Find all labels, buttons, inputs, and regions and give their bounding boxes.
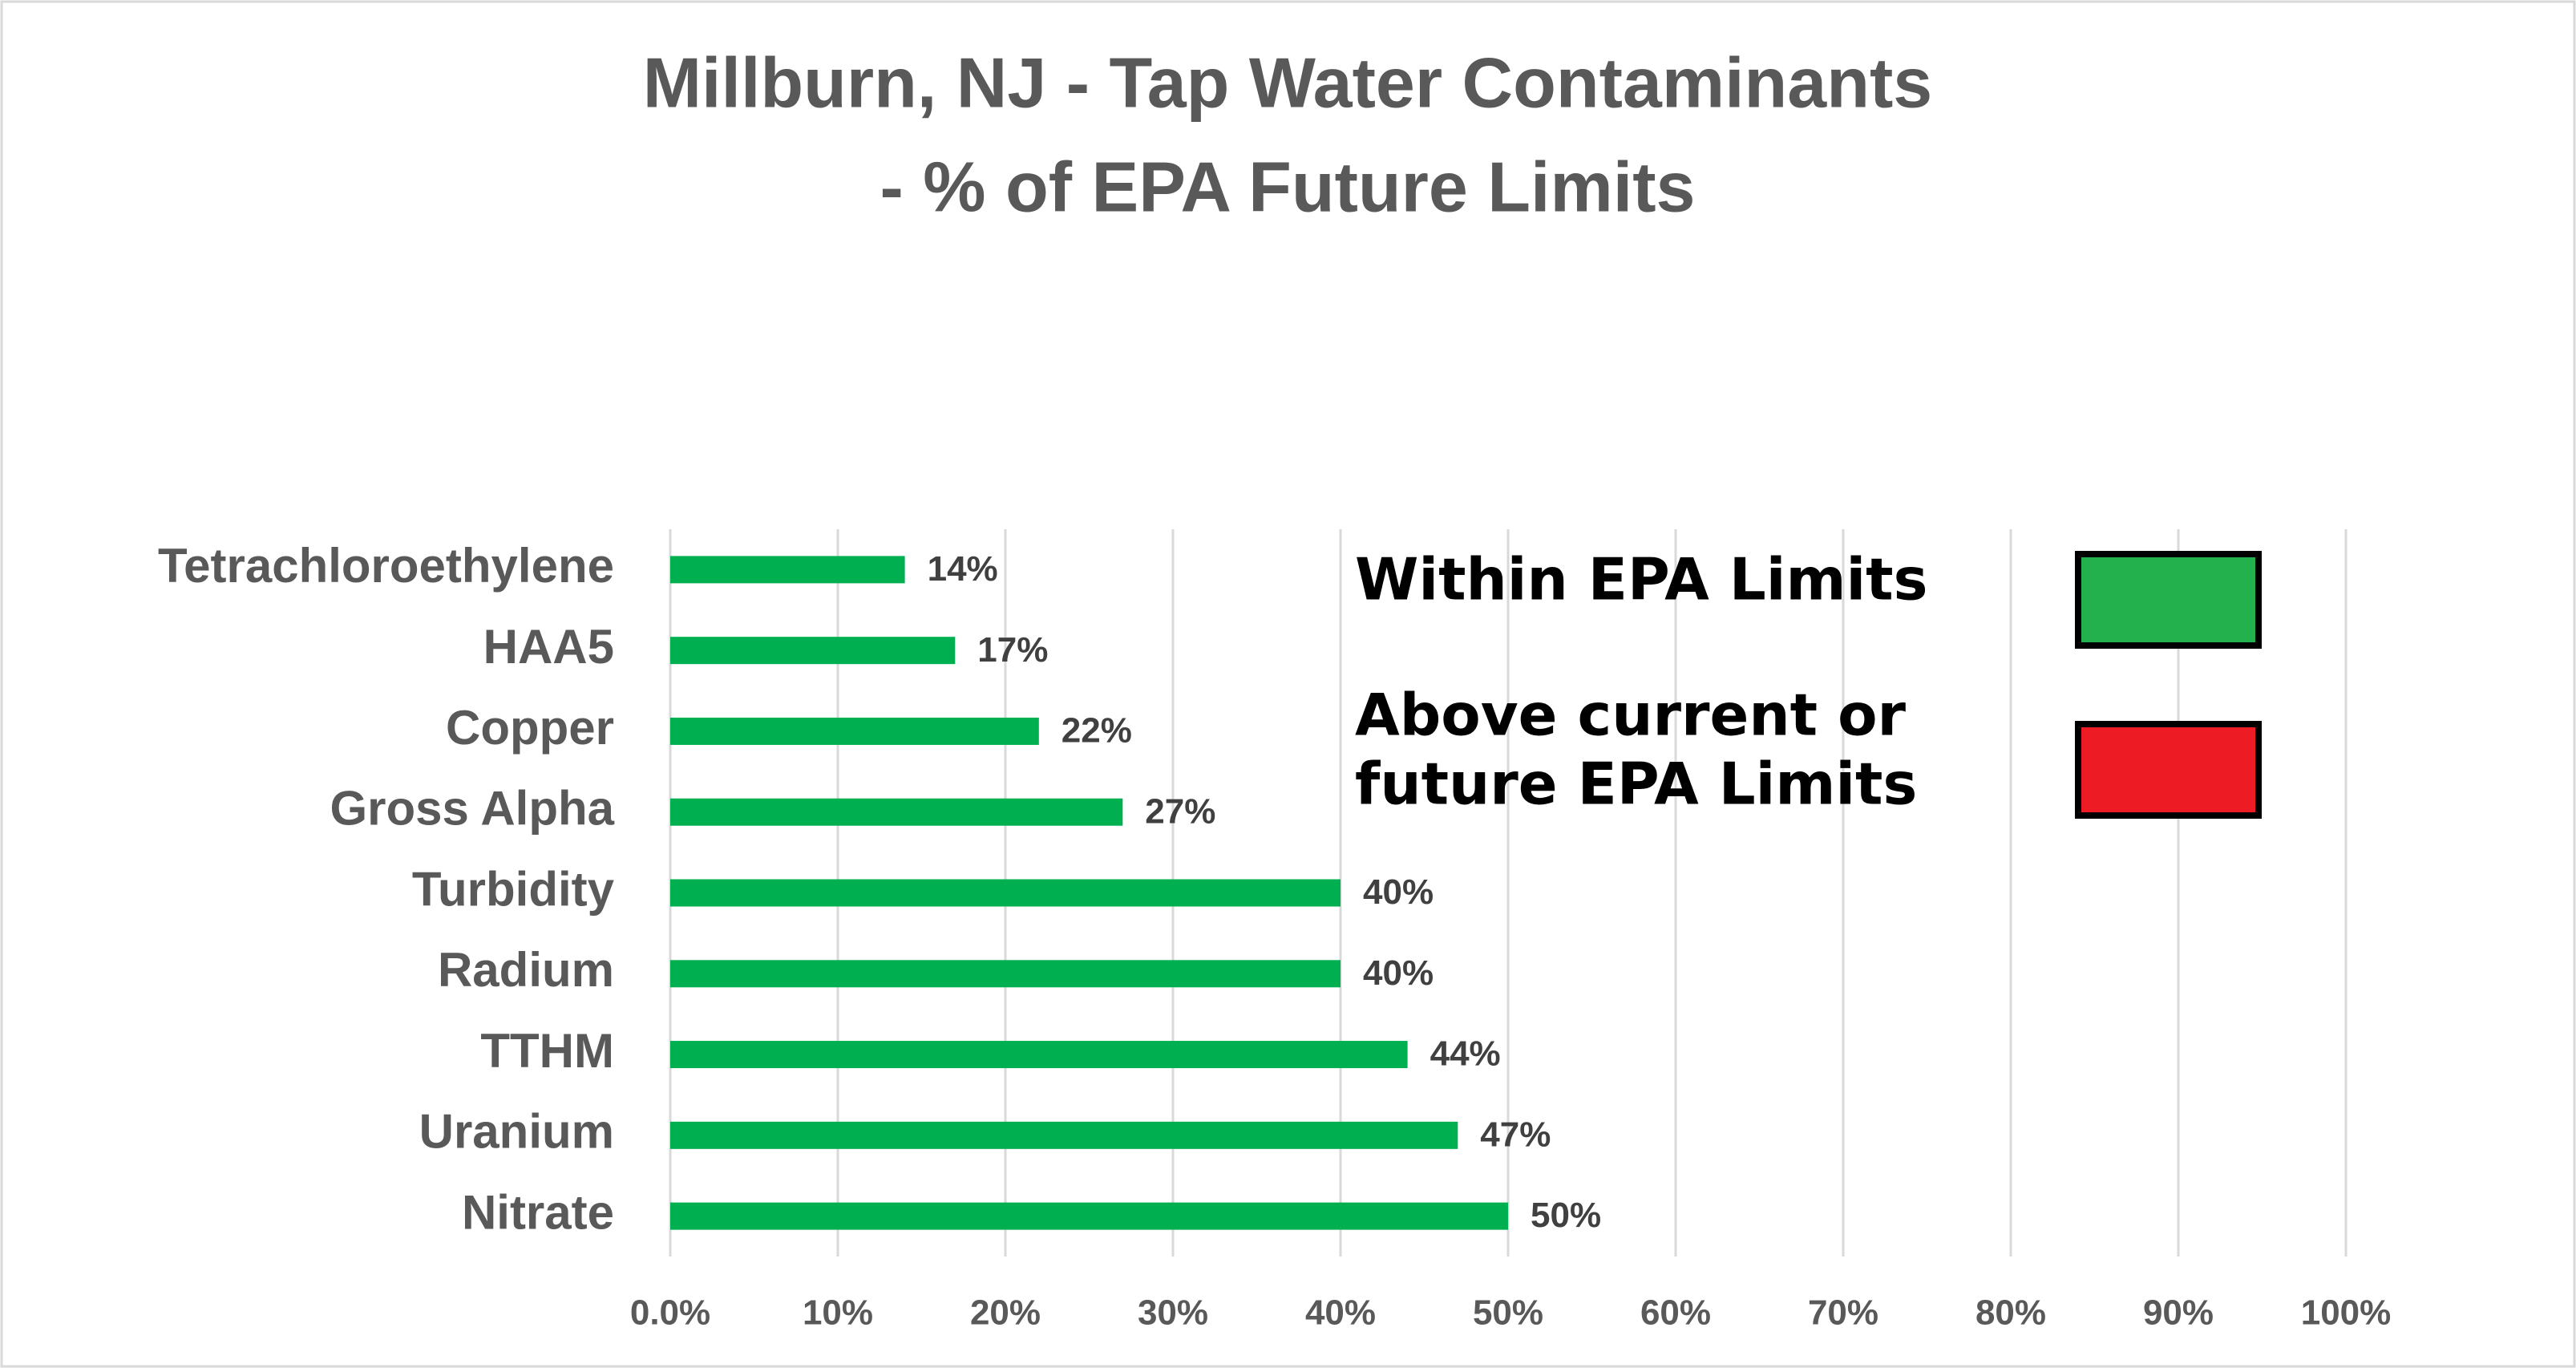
data-label: 14% — [928, 549, 998, 589]
x-tick-label: 100% — [2301, 1293, 2392, 1333]
y-tick-label: Nitrate — [462, 1185, 614, 1239]
chart-title: - % of EPA Future Limits — [880, 147, 1696, 226]
x-tick-label: 10% — [803, 1293, 873, 1333]
y-tick-label: Gross Alpha — [330, 782, 614, 836]
y-tick-label: Radium — [438, 943, 614, 997]
data-label: 50% — [1531, 1196, 1601, 1235]
x-tick-label: 40% — [1305, 1293, 1376, 1333]
legend-label: Within EPA Limits — [1355, 546, 1927, 613]
data-label: 47% — [1480, 1115, 1551, 1154]
bar — [670, 1202, 1508, 1230]
legend-label: future EPA Limits — [1355, 751, 1917, 818]
x-tick-label: 60% — [1640, 1293, 1711, 1333]
y-tick-label: TTHM — [480, 1024, 614, 1078]
bar — [670, 960, 1341, 988]
data-label: 44% — [1430, 1034, 1501, 1074]
legend-label: Above current or — [1355, 682, 1907, 749]
y-tick-label: Uranium — [419, 1105, 614, 1159]
data-label: 22% — [1062, 711, 1132, 751]
legend-swatch — [2075, 551, 2262, 649]
legend-swatch — [2075, 721, 2262, 819]
data-label: 40% — [1363, 953, 1434, 993]
data-label: 40% — [1363, 872, 1434, 912]
bar — [670, 1121, 1458, 1149]
x-tick-label: 70% — [1808, 1293, 1878, 1333]
x-tick-label: 80% — [1975, 1293, 2046, 1333]
x-tick-label: 90% — [2143, 1293, 2214, 1333]
bar — [670, 637, 956, 665]
x-tick-label: 50% — [1473, 1293, 1543, 1333]
x-tick-label: 20% — [970, 1293, 1041, 1333]
bar — [670, 798, 1123, 826]
data-label: 17% — [977, 630, 1048, 670]
bar — [670, 556, 905, 584]
y-tick-label: HAA5 — [483, 620, 614, 674]
y-tick-label: Tetrachloroethylene — [158, 539, 614, 593]
bar — [670, 1041, 1408, 1069]
x-tick-label: 30% — [1138, 1293, 1208, 1333]
chart-title: Millburn, NJ - Tap Water Contaminants — [643, 42, 1933, 122]
bar — [670, 717, 1039, 745]
y-tick-label: Turbidity — [412, 862, 615, 916]
bar — [670, 879, 1341, 907]
data-label: 27% — [1145, 791, 1215, 831]
y-tick-label: Copper — [446, 701, 614, 755]
x-tick-label: 0.0% — [630, 1293, 710, 1333]
